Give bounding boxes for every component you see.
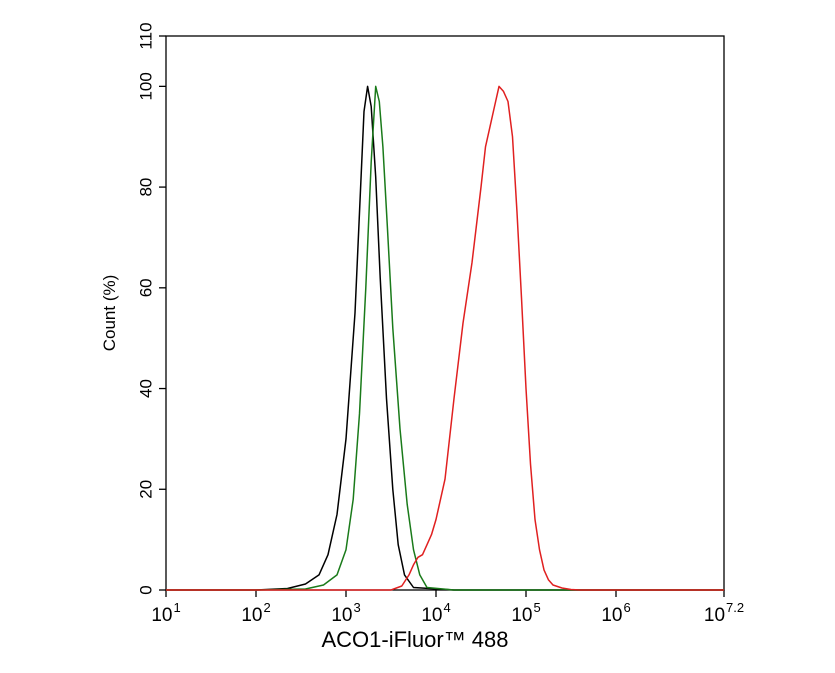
x-tick-exponent: 7.2 — [726, 600, 744, 615]
series-line-1 — [166, 85, 724, 591]
x-tick-exponent: 1 — [173, 600, 180, 615]
x-tick-exponent: 5 — [533, 600, 540, 615]
x-tick-base: 10 — [421, 605, 442, 626]
x-axis-title: ACO1-iFluor™ 488 — [321, 627, 508, 652]
y-tick-label: 80 — [136, 178, 155, 197]
y-axis-title: Count (%) — [100, 275, 119, 352]
x-tick-label: 102 — [241, 600, 270, 626]
x-tick-exponent: 4 — [443, 600, 450, 615]
series-line-2 — [166, 85, 724, 591]
y-tick-label: 100 — [136, 72, 155, 100]
x-tick-base: 10 — [241, 605, 262, 626]
x-tick-base: 10 — [151, 605, 172, 626]
x-tick-label: 105 — [511, 600, 540, 626]
y-tick-label: 40 — [136, 379, 155, 398]
y-tick-label: 60 — [136, 278, 155, 297]
x-tick-label: 103 — [331, 600, 360, 626]
x-tick-exponent: 3 — [353, 600, 360, 615]
x-tick-exponent: 6 — [623, 600, 630, 615]
y-axis-ticks: 0 20 40 60 80 100 110 — [136, 22, 166, 595]
plot-frame — [165, 35, 725, 591]
x-tick-base: 10 — [511, 605, 532, 626]
x-axis-ticks: 101 102 103 104 105 106 107.2 — [151, 590, 744, 626]
series-layer — [166, 85, 724, 591]
y-tick-label: 20 — [136, 480, 155, 499]
y-tick-label: 0 — [136, 585, 155, 594]
x-tick-base: 10 — [601, 605, 622, 626]
x-tick-base: 10 — [331, 605, 352, 626]
x-tick-base: 10 — [704, 605, 725, 626]
y-tick-label: 110 — [136, 22, 155, 49]
x-tick-label: 107.2 — [704, 600, 744, 626]
x-tick-label: 101 — [151, 600, 180, 626]
x-tick-exponent: 2 — [263, 600, 270, 615]
x-tick-label: 104 — [421, 600, 450, 626]
x-tick-label: 106 — [601, 600, 630, 626]
series-line-3 — [166, 85, 724, 591]
